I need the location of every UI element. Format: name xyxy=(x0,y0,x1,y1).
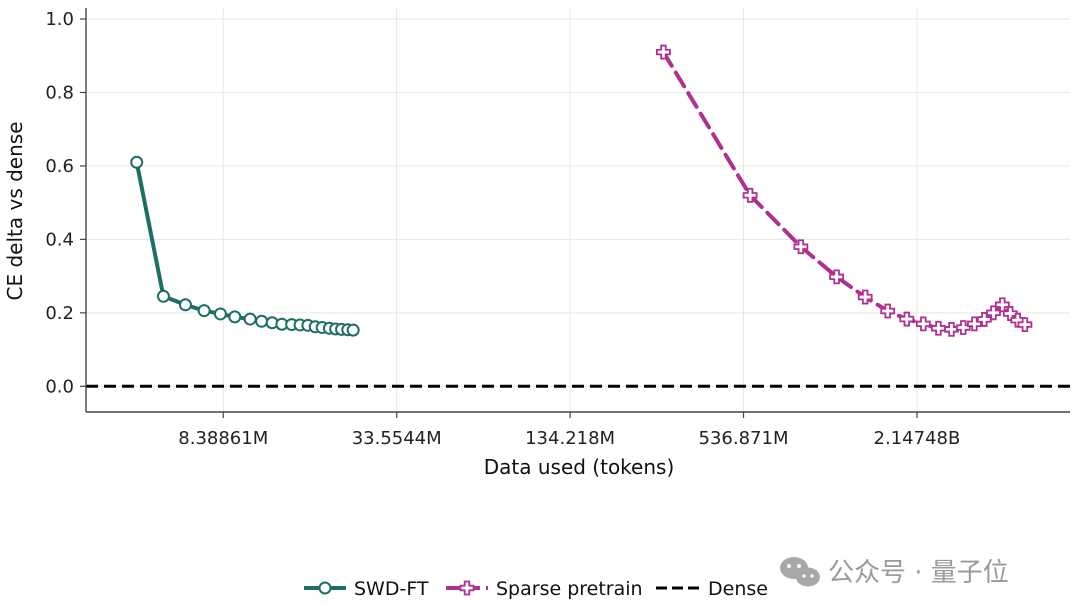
x-tick-label: 33.5544M xyxy=(352,428,442,449)
sparse-pretrain-point xyxy=(976,312,992,327)
y-tick-label: 0.2 xyxy=(45,303,74,324)
swd-ft-point xyxy=(178,298,192,312)
x-axis-ticks: 8.38861M 33.5544M 134.218M 536.871M 2.14748B xyxy=(178,412,960,449)
sparse-pretrain-point xyxy=(656,44,671,60)
swd-ft-point xyxy=(130,155,144,169)
x-tick-label: 2.14748B xyxy=(874,428,961,449)
legend-label: SWD-FT xyxy=(354,578,429,600)
sparse-pretrain-point xyxy=(857,289,873,305)
legend-marker xyxy=(459,580,475,596)
y-tick-label: 0.6 xyxy=(45,156,74,177)
sparse-pretrain-line xyxy=(661,50,1027,332)
legend-item-swd-ft: SWD-FT xyxy=(304,578,429,600)
sparse-pretrain-point xyxy=(955,320,971,335)
y-tick-label: 0.4 xyxy=(45,229,74,250)
legend-label: Sparse pretrain xyxy=(496,578,643,600)
watermark: 公众号 · 量子位 xyxy=(780,557,1009,588)
series-layer xyxy=(130,44,1033,337)
sparse-pretrain-point xyxy=(742,187,758,203)
sparse-pretrain-point xyxy=(915,316,931,332)
sparse-pretrain-point xyxy=(967,316,982,332)
legend-item-dense: Dense xyxy=(656,578,768,600)
swd-ft-point xyxy=(228,310,242,324)
swd-ft-point xyxy=(255,314,269,328)
y-axis-ticks: 0.0 0.2 0.4 0.6 0.8 1.0 xyxy=(45,9,86,397)
sparse-pretrain-point xyxy=(931,320,946,336)
swd-ft-point xyxy=(243,312,257,326)
sparse-pretrain-point xyxy=(899,311,915,327)
sparse-pretrain-point xyxy=(880,303,896,319)
sparse-pretrain-point xyxy=(829,269,845,285)
watermark-text: 公众号 · 量子位 xyxy=(828,558,1009,588)
y-tick-label: 0.8 xyxy=(45,82,74,103)
swd-ft-line xyxy=(134,160,356,333)
sparse-pretrain-point xyxy=(944,321,959,337)
swd-ft-point xyxy=(213,307,227,321)
legend: SWD-FT Sparse pretrain Dense xyxy=(304,578,768,600)
sparse-pretrain-point xyxy=(1017,317,1033,332)
legend-item-sparse-pretrain: Sparse pretrain xyxy=(446,578,643,600)
grid xyxy=(86,8,1070,412)
swd-ft-point xyxy=(346,323,360,337)
y-tick-label: 0.0 xyxy=(45,376,74,397)
swd-ft-point xyxy=(197,304,211,318)
legend-marker xyxy=(318,581,332,595)
x-tick-label: 536.871M xyxy=(699,428,789,449)
legend-label: Dense xyxy=(708,578,768,600)
y-axis-label: CE delta vs dense xyxy=(3,122,27,301)
x-tick-label: 8.38861M xyxy=(178,428,268,449)
x-tick-label: 134.218M xyxy=(525,428,615,449)
x-axis-label: Data used (tokens) xyxy=(484,455,675,479)
swd-ft-point xyxy=(156,289,170,303)
sparse-pretrain-point xyxy=(793,239,809,255)
y-tick-label: 1.0 xyxy=(45,9,74,30)
sparse-pretrain-point xyxy=(986,305,1001,321)
wechat-icon xyxy=(780,557,820,587)
axes xyxy=(85,8,1070,413)
